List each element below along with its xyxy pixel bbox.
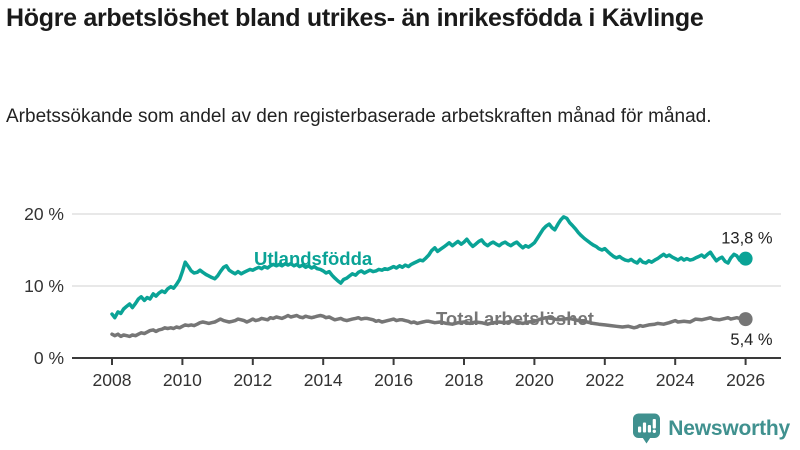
x-tick-label: 2026 (726, 370, 765, 390)
x-tick-label: 2024 (656, 370, 695, 390)
x-tick-label: 2020 (515, 370, 554, 390)
x-tick-label: 2012 (233, 370, 272, 390)
x-tick-label: 2018 (445, 370, 484, 390)
newsworthy-logo-icon (633, 413, 661, 444)
series-name-label: Total arbetslöshet (436, 308, 594, 329)
newsworthy-logo-text: Newsworthy (668, 416, 790, 440)
x-tick-label: 2022 (585, 370, 624, 390)
x-tick-label: 2008 (93, 370, 132, 390)
series-line-total (110, 313, 748, 339)
y-tick-label: 10 % (24, 276, 64, 296)
page-title: Högre arbetslöshet bland utrikes- än inr… (6, 4, 704, 32)
y-tick-label: 20 % (24, 204, 64, 224)
series-end-dot (738, 312, 753, 327)
series-end-value-label: 5,4 % (730, 331, 773, 349)
series-end-value-label: 13,8 % (721, 230, 773, 248)
x-tick-label: 2016 (374, 370, 413, 390)
x-tick-label: 2010 (163, 370, 202, 390)
series-line-utlandsfodda (110, 215, 748, 320)
x-tick-label: 2014 (304, 370, 343, 390)
series-name-label: Utlandsfödda (254, 248, 373, 269)
newsworthy-attribution: Newsworthy (632, 413, 790, 444)
chart-subtitle: Arbetssökande som andel av den registerb… (6, 106, 712, 127)
series-end-dot (738, 251, 753, 266)
y-tick-label: 0 % (34, 348, 64, 368)
